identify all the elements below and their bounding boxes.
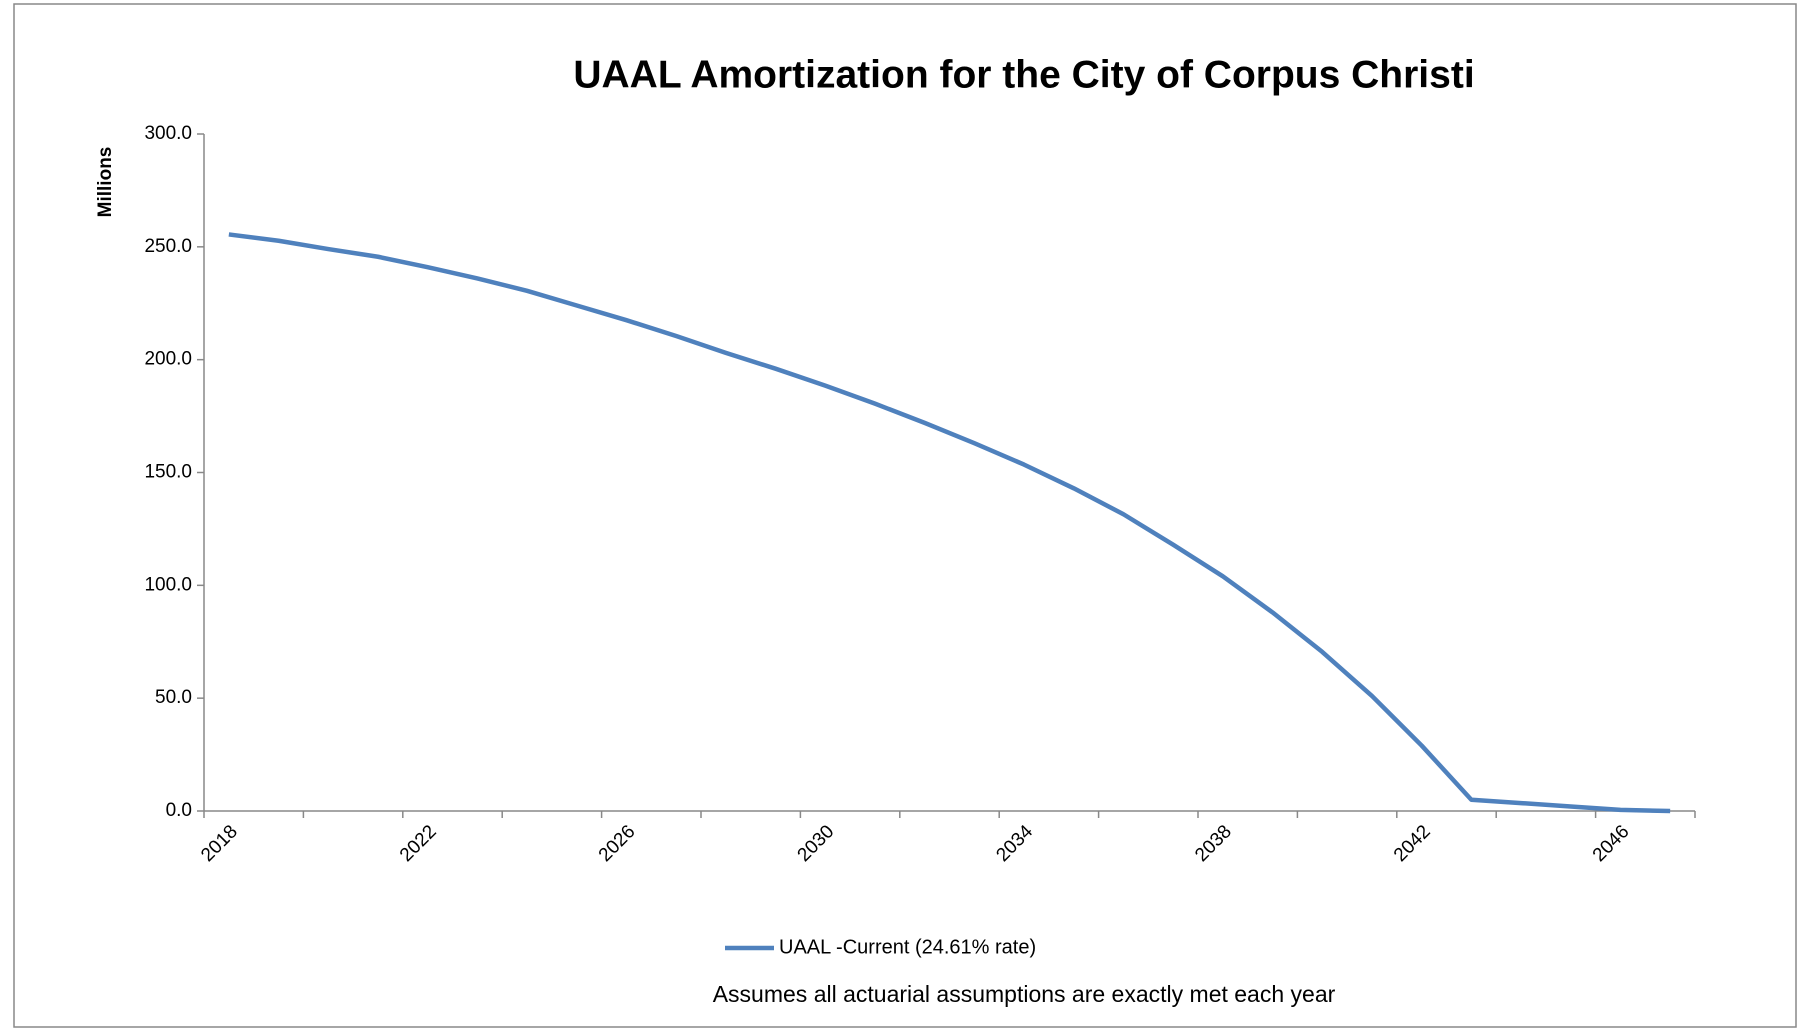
footnote: Assumes all actuarial assumptions are ex…	[713, 981, 1336, 1007]
y-tick-label: 0.0	[166, 800, 192, 821]
legend-label: UAAL -Current (24.61% rate)	[779, 936, 1036, 958]
y-axis-title: Millions	[95, 147, 116, 218]
y-tick-label: 100.0	[144, 574, 192, 595]
y-tick-label: 250.0	[144, 236, 192, 257]
chart-title: UAAL Amortization for the City of Corpus…	[573, 53, 1474, 96]
data-line	[228, 232, 1671, 814]
y-tick-label: 200.0	[144, 349, 192, 370]
chart-frame	[13, 3, 1797, 1028]
y-tick-label: 150.0	[144, 462, 192, 483]
y-tick-label: 300.0	[144, 123, 192, 144]
y-tick-label: 50.0	[155, 687, 192, 708]
